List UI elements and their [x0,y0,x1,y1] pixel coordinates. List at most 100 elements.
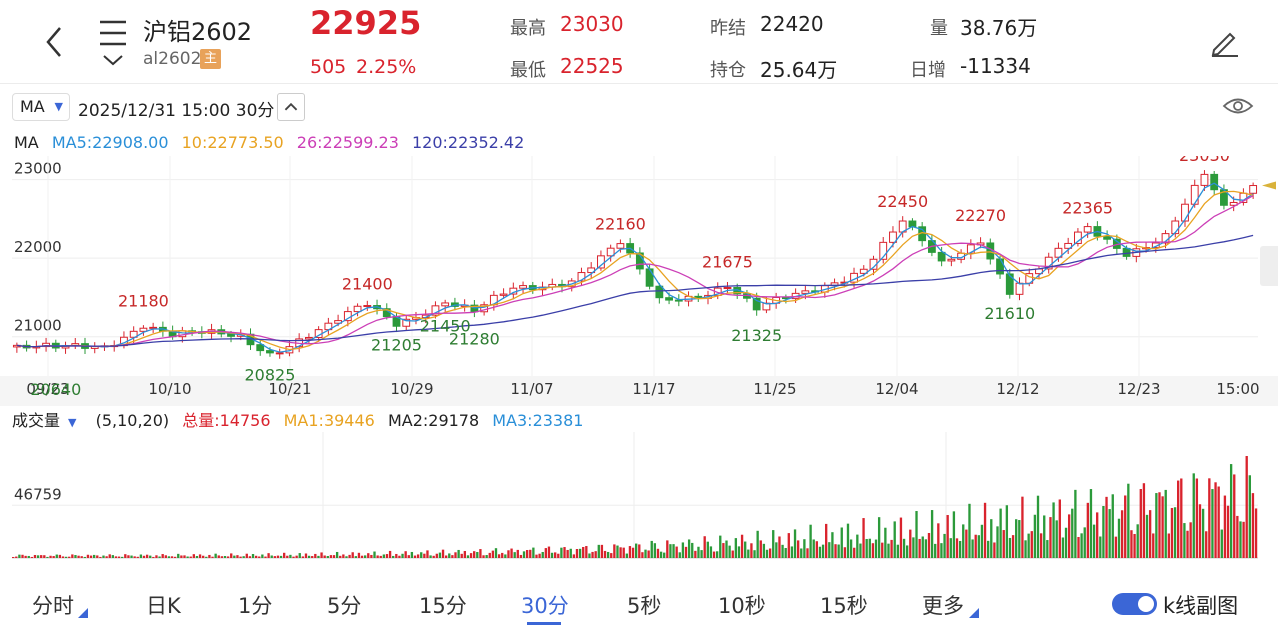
subchart-toggle[interactable] [1112,593,1157,615]
volume-bar [737,546,741,558]
volume-chart[interactable]: 46759 [0,432,1278,562]
collapse-up-icon[interactable] [277,93,305,121]
volume-bar [924,539,928,558]
volume-bar [1111,494,1114,558]
volume-bar [510,548,513,558]
volume-bar [937,523,940,558]
contract-title[interactable]: 沪铝2602 [143,18,253,46]
volume-bar [958,540,962,558]
tab-intraday[interactable]: 分时 [32,594,74,618]
volume-bar [890,539,893,558]
volume-bar [64,556,68,558]
x-tick-label: 15:00 [1216,380,1259,398]
volume-bar [139,554,143,558]
volume-bar [292,556,295,558]
volume-bar [697,546,700,558]
eye-icon[interactable] [1222,95,1254,117]
volume-bar [672,544,675,558]
volume-bar [454,552,457,558]
volume-bar [999,508,1002,558]
price-annotation: 21280 [449,330,500,349]
toggle-knob [1138,596,1154,612]
tab-1min[interactable]: 1分 [238,594,273,618]
volume-bar [597,544,600,558]
side-drawer-handle[interactable] [1260,246,1278,286]
volume-bar [245,553,248,558]
cursor-datetime: 2025/12/31 15:00 30分 [78,101,275,121]
volume-bar [133,556,136,558]
volume-bar [1167,533,1171,558]
volume-bar [790,546,794,558]
volume-bar [466,555,470,558]
volume-bar [317,555,320,558]
volume-bar [1077,536,1080,558]
volume-bar [485,555,488,558]
volume-bar [276,555,280,558]
volume-bar [694,550,697,558]
volume-bar [208,554,211,558]
volume-bar [569,548,572,558]
candle-body [937,251,946,262]
ma-label: MA [14,133,39,152]
volume-bar [1183,523,1186,558]
volume-bar [61,556,65,558]
prev-settle-label: 昨结 [710,18,746,39]
x-tick-label: 11/17 [632,380,675,398]
volume-bar [874,539,878,558]
volume-bar [1008,537,1012,558]
chevron-down-icon[interactable]: ▼ [68,416,77,429]
tab-5min[interactable]: 5分 [327,594,362,618]
volume-bar [326,556,329,558]
tab-15min[interactable]: 15分 [419,594,467,618]
candle-body [139,327,148,332]
candle-body [665,297,673,301]
indicator-select[interactable]: MA ▼ [12,93,70,121]
volume-bar [311,556,314,558]
volume-bar [625,553,628,558]
volume-bar [223,556,227,558]
volume-bar [1201,508,1205,558]
volume-bar [12,556,15,558]
volume-bar [725,540,728,558]
volume-bar [335,551,339,558]
candle-body [752,297,761,311]
tab-10sec[interactable]: 10秒 [718,594,766,618]
volume-bar [295,555,298,558]
candle-body [1083,226,1092,233]
volume-bar [1058,499,1061,558]
volume-bar [202,555,205,558]
tab-daily-k[interactable]: 日K [146,594,181,618]
back-icon[interactable] [38,22,72,62]
volume-bar [563,547,566,558]
tab-5sec[interactable]: 5秒 [627,594,662,618]
volume-bar [457,549,460,558]
volume-bar [270,555,273,558]
volume-bar [195,556,199,558]
volume-bar [15,556,18,558]
candle-body [1181,203,1189,222]
menu-icon[interactable] [98,14,128,74]
subchart-toggle-label: k线副图 [1163,594,1239,618]
volume-bar [1136,524,1139,558]
edit-icon[interactable] [1208,26,1242,58]
volume-bar [519,554,523,558]
volume-bar [401,553,404,558]
volume-bar [1099,536,1102,558]
volume-indicator-select[interactable]: 成交量 [12,411,61,430]
volume-bar [513,552,516,558]
candlestick-chart[interactable]: 23000 22000 21000 09/23 10/10 10/21 10/29 11/07… [0,156,1278,406]
price-annotation: 21610 [984,304,1035,323]
candle-body [1249,185,1258,194]
tab-15sec[interactable]: 15秒 [820,594,868,618]
volume-bar [479,549,482,558]
volume-bar [504,554,507,558]
candle-body [1005,273,1014,295]
tab-more[interactable]: 更多 [922,594,964,618]
candle-body [363,305,372,308]
volume-bar [482,555,485,558]
volume-bar [351,552,354,558]
volume-bar [955,538,959,558]
volume-bar [491,550,495,558]
tab-30min[interactable]: 30分 [521,594,569,618]
volume-bar [1142,483,1146,558]
